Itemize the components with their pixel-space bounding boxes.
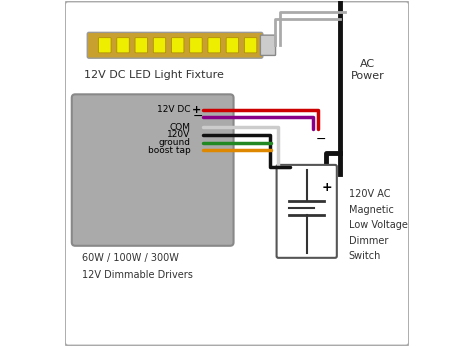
Text: Magnetic: Magnetic xyxy=(349,205,394,215)
Text: −: − xyxy=(316,133,327,146)
FancyBboxPatch shape xyxy=(172,38,184,53)
Text: 60W / 100W / 300W: 60W / 100W / 300W xyxy=(82,253,179,263)
Text: 120V AC: 120V AC xyxy=(349,189,391,199)
FancyBboxPatch shape xyxy=(208,38,220,53)
FancyBboxPatch shape xyxy=(277,165,337,258)
FancyBboxPatch shape xyxy=(72,94,234,246)
Text: boost tap: boost tap xyxy=(148,146,191,155)
Text: 12V DC LED Light Fixture: 12V DC LED Light Fixture xyxy=(84,70,224,80)
Text: ground: ground xyxy=(158,138,191,147)
FancyBboxPatch shape xyxy=(135,38,147,53)
Text: AC
Power: AC Power xyxy=(351,59,385,81)
FancyBboxPatch shape xyxy=(260,35,275,56)
Text: 12V DC: 12V DC xyxy=(157,105,191,114)
Text: Low Voltage: Low Voltage xyxy=(349,220,408,230)
FancyBboxPatch shape xyxy=(65,1,409,346)
Text: −: − xyxy=(192,110,203,123)
FancyBboxPatch shape xyxy=(190,38,202,53)
FancyBboxPatch shape xyxy=(87,32,263,58)
Text: +: + xyxy=(192,105,201,115)
Text: COM: COM xyxy=(170,122,191,132)
Text: +: + xyxy=(321,181,332,194)
Text: Dimmer: Dimmer xyxy=(349,236,388,246)
Text: 12V Dimmable Drivers: 12V Dimmable Drivers xyxy=(82,270,193,280)
FancyBboxPatch shape xyxy=(153,38,166,53)
FancyBboxPatch shape xyxy=(226,38,238,53)
Text: 120V: 120V xyxy=(167,130,191,139)
Text: Switch: Switch xyxy=(349,251,381,261)
FancyBboxPatch shape xyxy=(117,38,129,53)
FancyBboxPatch shape xyxy=(99,38,111,53)
FancyBboxPatch shape xyxy=(245,38,257,53)
